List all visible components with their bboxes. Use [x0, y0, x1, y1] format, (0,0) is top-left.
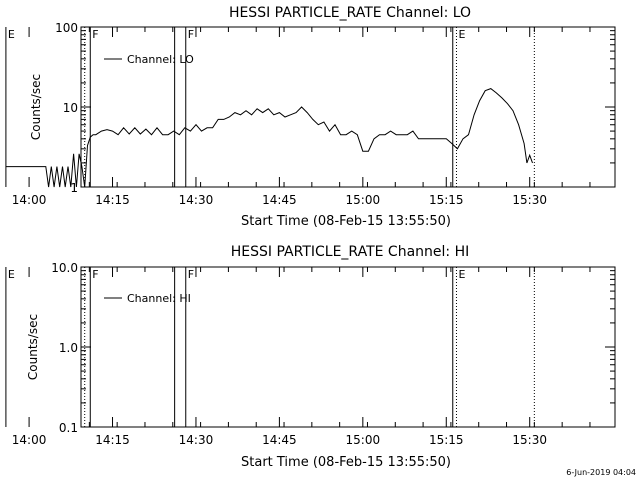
y-tick-label: 0.1 [59, 421, 78, 435]
legend: Channel: HI [104, 292, 191, 305]
x-tick-label: 15:00 [346, 433, 381, 447]
y-tick-label: 1 [70, 181, 78, 195]
event-marker-label: F [188, 268, 194, 281]
x-tick-label: 14:15 [95, 433, 130, 447]
x-tick-label: 15:30 [512, 433, 547, 447]
event-marker-label: E [8, 28, 15, 41]
chart-title: HESSI PARTICLE_RATE Channel: LO [229, 5, 471, 21]
event-marker-label: F [92, 268, 98, 281]
y-tick-label: 1.0 [59, 341, 78, 355]
plot-frame [80, 26, 616, 188]
x-tick-label: 14:00 [12, 433, 47, 447]
series-line [5, 88, 533, 188]
x-tick-label: 15:30 [512, 193, 547, 207]
footer-timestamp: 6-Jun-2019 04:04 [566, 468, 636, 477]
event-marker-label: E [8, 268, 15, 281]
event-marker-label: E [458, 268, 465, 281]
x-tick-label: 15:15 [429, 193, 464, 207]
x-tick-label: 15:00 [346, 193, 381, 207]
x-tick-label: 15:15 [429, 433, 464, 447]
plot-frame [80, 266, 616, 428]
plot-panel: 0.1 1.0 10.0 14:00 14:15 14:30 14:45 15:00 15:15… [5, 261, 616, 447]
y-axis-label: Counts/sec [29, 74, 43, 140]
y-tick-label: 10.0 [51, 261, 78, 275]
event-marker-label: F [188, 28, 194, 41]
x-tick-label: 14:30 [179, 433, 214, 447]
x-tick-label: 14:15 [95, 193, 130, 207]
legend-label: Channel: LO [127, 53, 194, 66]
x-tick-label: 14:00 [12, 193, 47, 207]
x-tick-label: 14:45 [262, 193, 297, 207]
legend-label: Channel: HI [127, 292, 191, 305]
y-axis-label: Counts/sec [26, 314, 40, 380]
x-tick-label: 14:45 [262, 433, 297, 447]
y-tick-label: 100 [55, 21, 78, 35]
plot-panel: 1 10 100 14:00 14:15 14:30 14:45 15:00 15:15 15:3… [5, 21, 616, 207]
y-tick-label: 10 [63, 101, 78, 115]
event-marker-label: F [92, 28, 98, 41]
x-axis-label: Start Time (08-Feb-15 13:55:50) [241, 214, 451, 229]
chart-title: HESSI PARTICLE_RATE Channel: HI [231, 244, 469, 260]
x-tick-label: 14:30 [179, 193, 214, 207]
legend: Channel: LO [104, 53, 194, 66]
event-marker-label: E [458, 28, 465, 41]
x-axis-label: Start Time (08-Feb-15 13:55:50) [241, 455, 451, 470]
